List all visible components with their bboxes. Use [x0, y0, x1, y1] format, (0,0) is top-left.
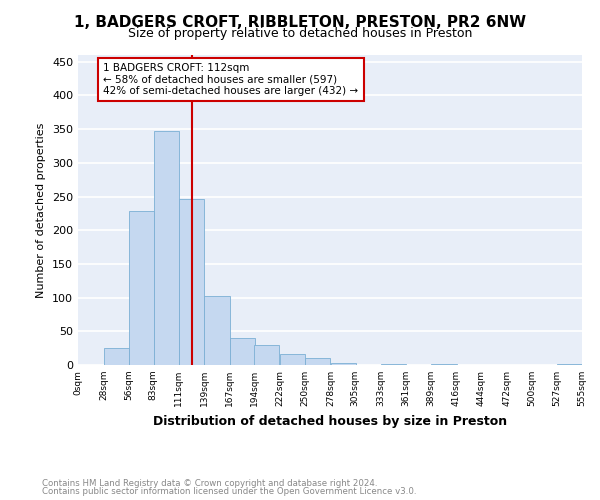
Bar: [331, 363, 356, 365]
Bar: [179, 198, 204, 365]
Bar: [104, 348, 129, 365]
Bar: [129, 212, 154, 365]
Bar: [557, 364, 582, 365]
Y-axis label: Number of detached properties: Number of detached properties: [37, 122, 46, 298]
Text: 1 BADGERS CROFT: 112sqm
← 58% of detached houses are smaller (597)
42% of semi-d: 1 BADGERS CROFT: 112sqm ← 58% of detache…: [103, 63, 359, 96]
Bar: [380, 364, 406, 365]
Bar: [230, 338, 255, 365]
Text: 1, BADGERS CROFT, RIBBLETON, PRESTON, PR2 6NW: 1, BADGERS CROFT, RIBBLETON, PRESTON, PR…: [74, 15, 526, 30]
Text: Contains HM Land Registry data © Crown copyright and database right 2024.: Contains HM Land Registry data © Crown c…: [42, 478, 377, 488]
Bar: [154, 131, 179, 365]
Bar: [431, 364, 457, 365]
Text: Size of property relative to detached houses in Preston: Size of property relative to detached ho…: [128, 28, 472, 40]
Text: Contains public sector information licensed under the Open Government Licence v3: Contains public sector information licen…: [42, 487, 416, 496]
Bar: [305, 358, 331, 365]
X-axis label: Distribution of detached houses by size in Preston: Distribution of detached houses by size …: [153, 414, 507, 428]
Bar: [254, 345, 280, 365]
Bar: [280, 354, 305, 365]
Bar: [205, 296, 230, 365]
